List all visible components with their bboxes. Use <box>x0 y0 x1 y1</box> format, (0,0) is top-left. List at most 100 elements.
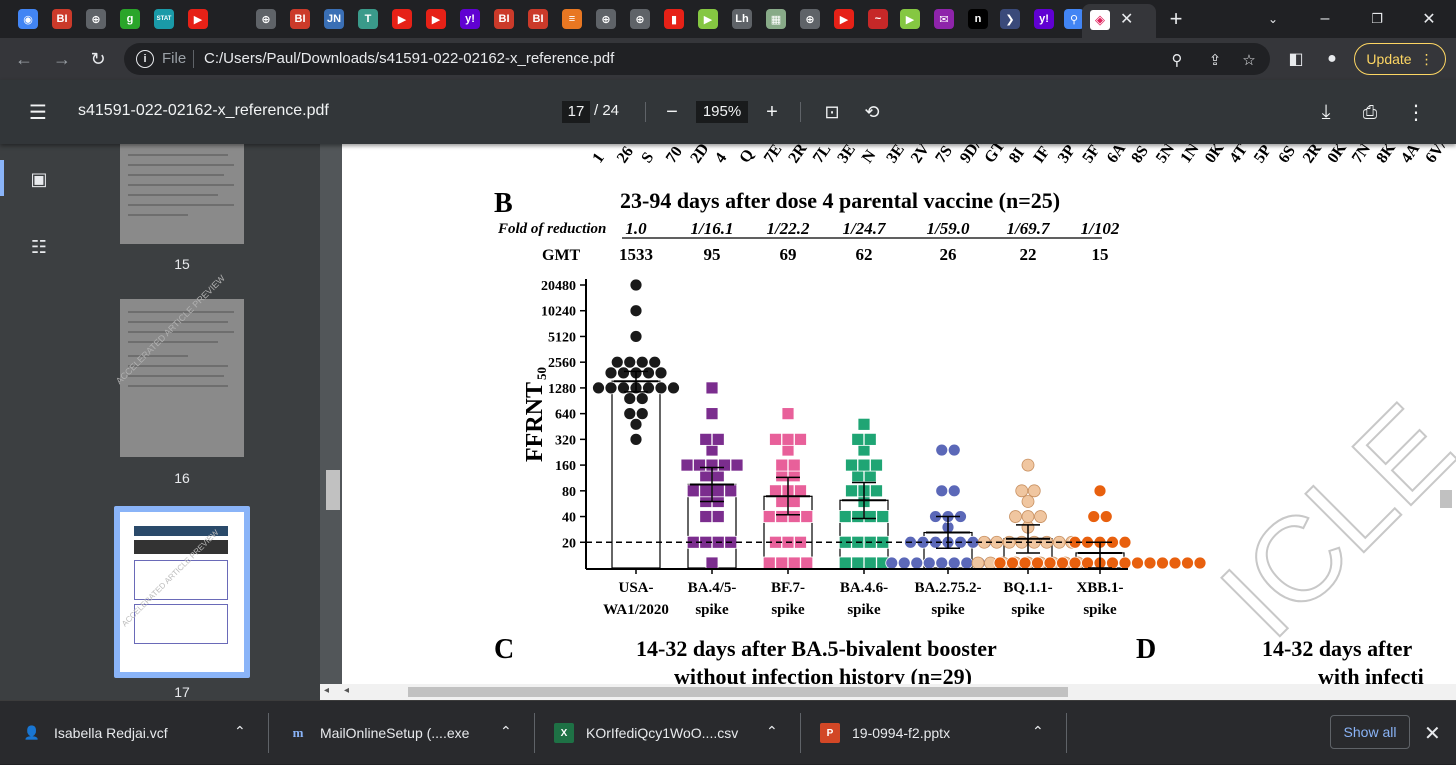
rumble-tab-icon[interactable]: ▶ <box>698 9 718 29</box>
globe-tab-icon[interactable]: ◉ <box>18 9 38 29</box>
data-point <box>718 458 731 472</box>
data-point <box>705 407 719 421</box>
podcast-tab-icon[interactable]: ▮ <box>664 9 684 29</box>
x-tick-label: spike <box>1011 602 1045 618</box>
bookmark-star-icon[interactable]: ☆ <box>1242 52 1256 69</box>
hamburger-menu-icon[interactable]: ☰ <box>29 101 47 124</box>
horizontal-scrollbar-handle[interactable] <box>408 687 1068 697</box>
slanted-mutation-label: 7L <box>810 144 835 166</box>
print-icon[interactable]: ⎙ <box>1362 101 1378 122</box>
data-point <box>935 484 949 498</box>
scroll-left-arrow-icon[interactable]: ◂ <box>344 685 350 696</box>
page-number-input[interactable]: 17 <box>562 101 590 123</box>
page-thumbnail[interactable] <box>120 144 244 244</box>
zoom-in-icon[interactable]: + <box>766 100 778 123</box>
globe-tab-icon[interactable]: ⊕ <box>596 9 616 29</box>
rumble-tab-icon[interactable]: ▶ <box>900 9 920 29</box>
youtube-tab-icon[interactable]: ▶ <box>834 9 854 29</box>
bi-tab-icon[interactable]: BI <box>290 9 310 29</box>
fit-page-icon[interactable]: ⊡ <box>824 101 840 122</box>
side-panel-icon[interactable]: ◧ <box>1288 51 1304 68</box>
info-icon[interactable]: i <box>136 50 154 68</box>
address-bar[interactable]: i File C:/Users/Paul/Downloads/s41591-02… <box>124 43 1270 75</box>
download-item[interactable]: P 19-0994-f2.pptx ⌃ <box>820 701 1060 765</box>
yahoo-tab-icon[interactable]: y! <box>460 9 480 29</box>
mail-tab-icon[interactable]: ✉ <box>934 9 954 29</box>
globe-tab-icon[interactable]: ⊕ <box>256 9 276 29</box>
stat-tab-icon[interactable]: STAT <box>154 9 174 29</box>
jn-tab-icon[interactable]: JN <box>324 9 344 29</box>
bi-tab-icon[interactable]: BI <box>52 9 72 29</box>
page-thumbnail[interactable]: ACCELERATED ARTICLE PREVIEW <box>120 512 244 672</box>
scroll-left-arrow-icon[interactable]: ◂ <box>324 685 330 696</box>
data-point <box>693 458 706 472</box>
reload-icon[interactable]: ↻ <box>90 48 106 69</box>
error-bars <box>614 370 1122 569</box>
download-item[interactable]: X KOrIfediQcy1WoO....csv ⌃ <box>554 701 794 765</box>
profile-icon[interactable]: ● <box>1327 50 1337 67</box>
search-tab-icon[interactable]: ⚲ <box>1064 9 1084 29</box>
n-tab-icon[interactable]: n <box>968 9 988 29</box>
d-tab-icon[interactable]: ❯ <box>1000 9 1020 29</box>
tg-tab-icon[interactable]: T <box>358 9 378 29</box>
stack-tab-icon[interactable]: ≡ <box>562 9 582 29</box>
thumbnails-view-icon[interactable]: ▣ <box>30 168 48 189</box>
slanted-mutation-label: 26 <box>614 144 637 166</box>
zoom-input[interactable]: 195% <box>696 101 748 123</box>
minimize-icon[interactable]: – <box>1320 10 1330 27</box>
close-downloads-icon[interactable]: ✕ <box>1424 723 1441 745</box>
share-icon[interactable]: ⇪ <box>1208 52 1222 69</box>
youtube-tab-icon[interactable]: ▶ <box>392 9 412 29</box>
horizontal-scrollbar[interactable]: ◂ ◂ <box>320 684 1456 700</box>
lh-tab-icon[interactable]: Lh <box>732 9 752 29</box>
youtube-tab-icon[interactable]: ▶ <box>188 9 208 29</box>
tab-search-chevron-icon[interactable]: ⌄ <box>1267 12 1279 26</box>
selected-thumbnail-frame[interactable]: ACCELERATED ARTICLE PREVIEW <box>114 506 250 678</box>
active-tab[interactable]: ◈ ✕ <box>1082 4 1156 38</box>
tab-close-icon[interactable]: ✕ <box>1120 11 1134 28</box>
globe-tab-icon[interactable]: ⊕ <box>630 9 650 29</box>
window-close-icon[interactable]: ✕ <box>1422 11 1436 28</box>
data-point <box>1056 556 1069 570</box>
data-point <box>1021 458 1035 472</box>
globe-tab-icon[interactable]: ⊕ <box>800 9 820 29</box>
outline-view-icon[interactable]: ☷ <box>30 236 48 257</box>
chevron-up-icon[interactable]: ⌃ <box>766 723 778 739</box>
bi-tab-icon[interactable]: BI <box>528 9 548 29</box>
page-scrollbar-handle[interactable] <box>1440 490 1452 508</box>
download-item[interactable]: 👤 Isabella Redjai.vcf ⌃ <box>22 701 262 765</box>
more-options-icon[interactable]: ⋮ <box>1406 101 1426 124</box>
show-all-button[interactable]: Show all <box>1330 715 1410 749</box>
data-point <box>781 432 795 446</box>
gmt-value: 1533 <box>619 245 653 264</box>
pdf-viewport[interactable]: 1 26 S 70 2D 4 Q 7E 2R 7L 3E N 3E 2V 7S 9D/H GT 8I IF 3P 5F 6… <box>320 144 1456 684</box>
g-tab-icon[interactable]: g <box>120 9 140 29</box>
grid-tab-icon[interactable]: ▦ <box>766 9 786 29</box>
rotate-icon[interactable]: ⟲ <box>864 101 880 122</box>
new-tab-button[interactable]: + <box>1169 6 1183 31</box>
forward-arrow-icon[interactable]: → <box>53 48 71 69</box>
data-point <box>885 556 899 570</box>
back-arrow-icon[interactable]: ← <box>15 48 33 69</box>
zoom-icon[interactable]: ⚲ <box>1171 52 1183 69</box>
download-item[interactable]: m MailOnlineSetup (....exe ⌃ <box>288 701 528 765</box>
chevron-up-icon[interactable]: ⌃ <box>500 723 512 739</box>
restore-icon[interactable]: ❐ <box>1371 11 1383 26</box>
download-icon[interactable]: ⤓ <box>1321 100 1331 123</box>
chevron-up-icon[interactable]: ⌃ <box>234 723 246 739</box>
chevron-up-icon[interactable]: ⌃ <box>1032 723 1044 739</box>
data-point <box>629 278 643 292</box>
data-point <box>629 417 643 431</box>
url-text[interactable]: C:/Users/Paul/Downloads/s41591-022-02162… <box>204 50 615 67</box>
vertical-scrollbar-handle[interactable] <box>326 470 340 510</box>
y-tick-label: 80 <box>562 485 576 500</box>
globe-tab-icon[interactable]: ⊕ <box>86 9 106 29</box>
yahoo-tab-icon[interactable]: y! <box>1034 9 1054 29</box>
page-thumbnail[interactable]: ACCELERATED ARTICLE PREVIEW <box>114 273 244 457</box>
data-point <box>667 381 680 395</box>
bird-tab-icon[interactable]: ~ <box>868 9 888 29</box>
zoom-out-icon[interactable]: − <box>666 100 678 123</box>
bi-tab-icon[interactable]: BI <box>494 9 514 29</box>
youtube-tab-icon[interactable]: ▶ <box>426 9 446 29</box>
update-button[interactable]: Update ⋮ <box>1354 43 1446 75</box>
